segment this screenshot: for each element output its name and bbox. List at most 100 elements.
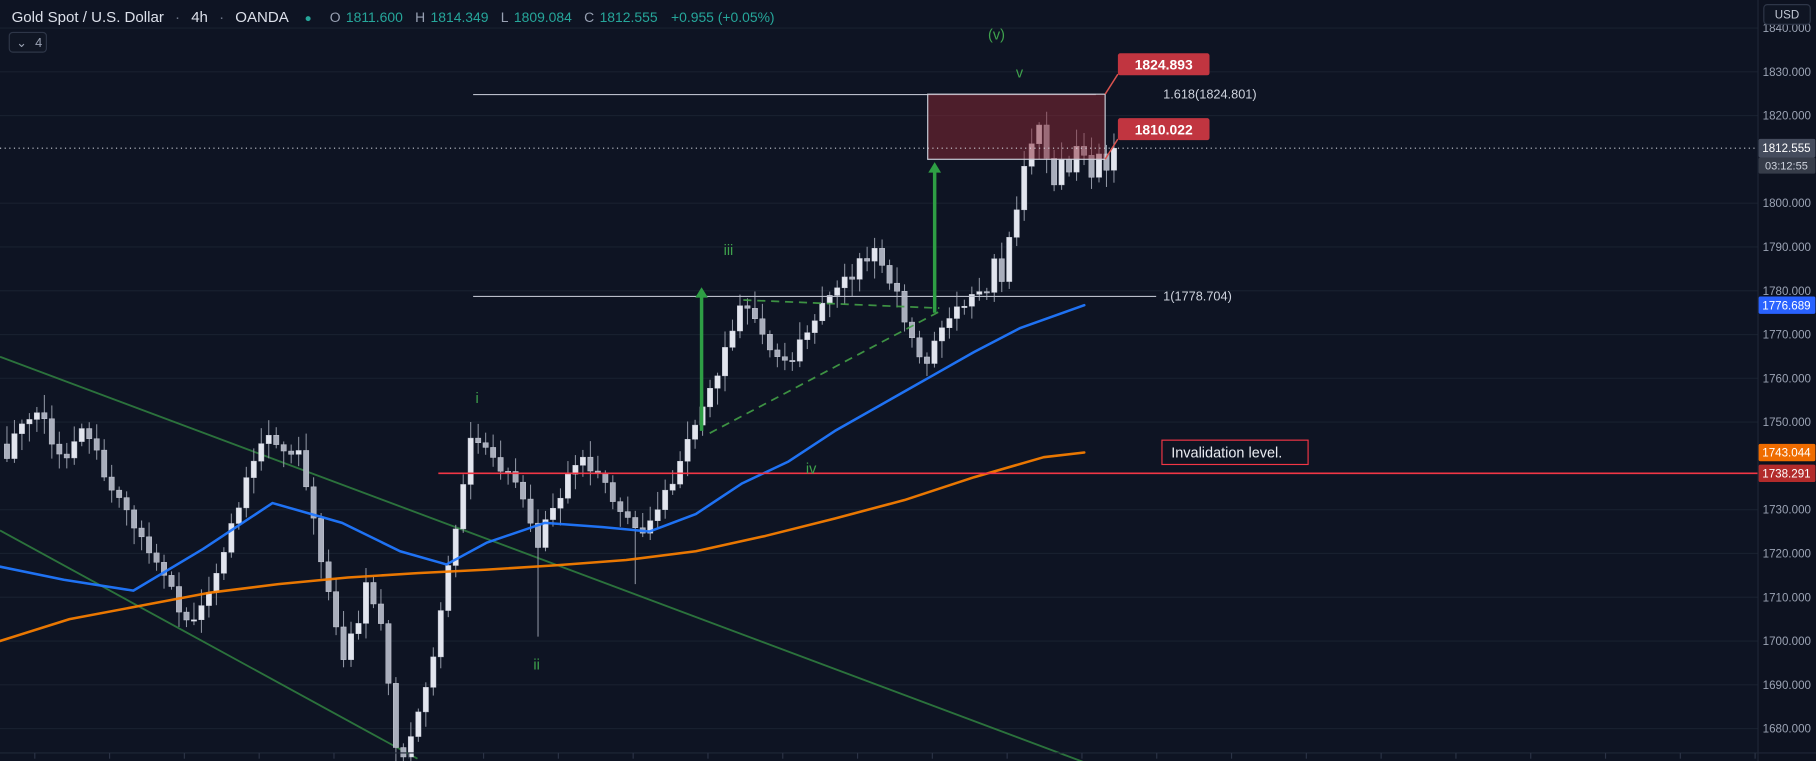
candle (161, 562, 167, 576)
candle (550, 507, 556, 520)
separator: · (175, 9, 180, 26)
fib-level-label: 1(1778.704) (1163, 288, 1232, 303)
up-arrow-head-icon (695, 287, 708, 298)
candle (101, 449, 108, 478)
candle (363, 582, 369, 624)
candle (804, 332, 811, 340)
legend-collapse-button[interactable]: ⌄ 4 (8, 31, 47, 53)
dashed-trend-line[interactable] (709, 310, 940, 434)
price-note-connector (1104, 73, 1119, 95)
candle (796, 339, 803, 362)
candle (512, 471, 519, 483)
change-value: +0.955 (+0.05%) (671, 9, 775, 25)
price-tick-label: 1760.000 (1763, 373, 1811, 385)
trend-line[interactable] (0, 355, 1090, 761)
price-axis[interactable]: 1840.000 1830.000 1820.000 1800.000 1790.000… (1757, 0, 1816, 761)
price-tick-label: 1830.000 (1763, 67, 1811, 79)
open-value: 1811.600 (346, 9, 403, 25)
candle (565, 473, 571, 499)
interval-label[interactable]: 4h (191, 9, 208, 26)
price-tick-label: 1690.000 (1763, 680, 1811, 692)
candle (684, 439, 691, 462)
target-top-price-note: 1824.893 (1135, 57, 1193, 73)
candle (71, 441, 78, 459)
candle (295, 450, 302, 455)
price-tick-label: 1730.000 (1763, 505, 1811, 517)
candle (78, 428, 85, 442)
low-value: 1809.084 (514, 9, 572, 25)
chevron-down-icon: ⌄ (16, 35, 27, 50)
trend-channel-lines[interactable] (0, 355, 1090, 761)
elliott-wave-label-iv[interactable]: iv (806, 462, 817, 478)
candle (983, 291, 990, 294)
legend-collapse-label: ⌄ 4 (16, 35, 42, 50)
candle (131, 509, 138, 529)
price-tick-label: 1700.000 (1763, 636, 1811, 648)
candle (856, 258, 863, 280)
candle (1103, 153, 1110, 171)
target-bottom-price-note: 1810.022 (1135, 121, 1193, 137)
candle (475, 437, 482, 443)
symbol-title[interactable]: Gold Spot / U.S. Dollar (12, 9, 164, 26)
candle (33, 412, 40, 420)
candle (849, 276, 856, 280)
moving-average-lines (0, 303, 1086, 643)
candle (946, 318, 953, 328)
price-tick-label: 1780.000 (1763, 286, 1811, 298)
elliott-wave-label-ii[interactable]: ii (533, 658, 539, 674)
candle (557, 497, 564, 509)
target-top-price-note-box[interactable] (1117, 53, 1210, 76)
elliott-wave-label-i[interactable]: i (475, 391, 478, 407)
price-tick-label: 1840.000 (1763, 23, 1811, 35)
elliott-wave-label-v[interactable]: v (1016, 66, 1024, 82)
candle (422, 687, 429, 713)
currency-button[interactable]: USD (1763, 4, 1811, 25)
time-axis[interactable] (0, 752, 1816, 759)
legend-collapse-box[interactable] (8, 31, 47, 53)
dashed-trend-line[interactable] (743, 299, 940, 309)
candle (288, 450, 295, 455)
candle (168, 575, 175, 587)
candle (258, 443, 265, 462)
candle (1066, 159, 1072, 173)
candle (811, 320, 818, 333)
hidden-indicators-count: 4 (35, 35, 42, 50)
close-label: C (584, 9, 594, 25)
chart-drawings[interactable]: 1.618(1824.801) 1(1778.704) Invalidation l… (0, 27, 1759, 674)
candle (991, 258, 998, 293)
candle (953, 306, 960, 319)
candle (93, 438, 100, 451)
candle (220, 552, 227, 574)
currency-button-box[interactable] (1763, 4, 1811, 25)
candle (894, 282, 900, 292)
candle (1021, 166, 1028, 211)
target-zone-box[interactable] (927, 93, 1106, 160)
elliott-wave-label-v[interactable]: (v) (988, 27, 1005, 43)
candle (527, 498, 534, 524)
fib-level-label: 1.618(1824.801) (1163, 87, 1257, 102)
bar-countdown-box (1758, 157, 1816, 174)
exchange-label[interactable]: OANDA (235, 9, 289, 26)
last-price-tag-box (1758, 138, 1816, 158)
candle (303, 450, 310, 488)
candle (864, 258, 871, 262)
open-label: O (330, 9, 341, 25)
candle (348, 633, 354, 660)
candle (916, 337, 923, 358)
candle (445, 565, 452, 611)
candle (542, 519, 549, 548)
candle (355, 623, 362, 634)
invalidation-text-box[interactable] (1161, 439, 1309, 466)
candle (265, 435, 272, 444)
price-axis-background[interactable] (1758, 0, 1816, 761)
trend-line[interactable] (0, 529, 418, 760)
candle (48, 418, 55, 445)
elliott-wave-label-iii[interactable]: iii (724, 243, 734, 259)
symbol-legend[interactable]: Gold Spot / U.S. Dollar · 4h · OANDA ● O… (12, 9, 775, 26)
ma-slow-price-tag-box (1758, 443, 1816, 462)
target-bottom-price-note-box[interactable] (1117, 118, 1210, 141)
candle (968, 294, 975, 307)
candle (340, 626, 347, 660)
